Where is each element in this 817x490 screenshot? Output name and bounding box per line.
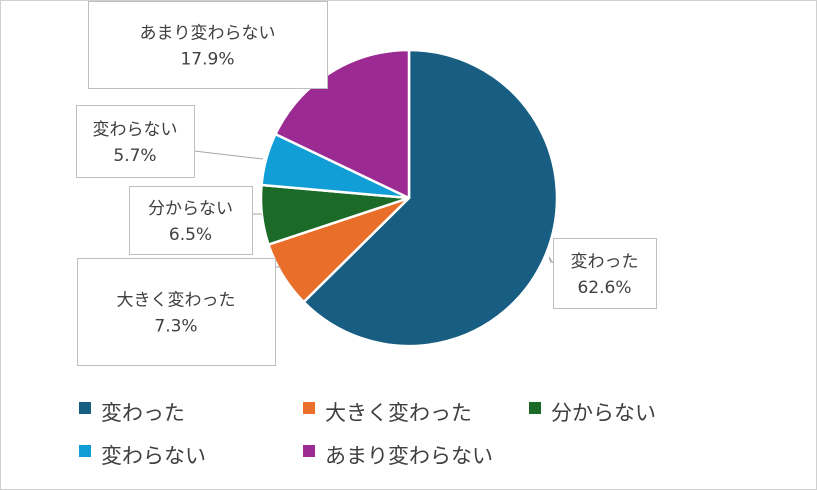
callout-box	[76, 105, 195, 178]
callout-percent-label: 62.6%	[577, 278, 631, 298]
legend-label: 大きく変わった	[325, 401, 472, 425]
callout-percent-label: 7.3%	[154, 317, 197, 337]
callout-box	[129, 186, 253, 255]
legend-swatch	[303, 445, 315, 457]
data-callouts: 変わった 62.6% 大きく変わった 7.3% 分からない 6.5% 変わらない 5.7% あま…	[76, 1, 657, 366]
pie-slices	[259, 48, 559, 348]
callout-percent-label: 17.9%	[180, 50, 234, 70]
callout-box	[553, 238, 657, 309]
callout-slice-4: 変わらない 5.7%	[76, 105, 195, 178]
leader-line-4	[193, 150, 264, 160]
callout-box	[88, 1, 328, 89]
legend-item-5: あまり変わらない	[303, 444, 493, 468]
legend-item-4: 変わらない	[79, 444, 206, 468]
callout-slice-1: 変わった 62.6%	[553, 238, 657, 309]
legend-item-1: 変わった	[79, 401, 185, 425]
pie-slice-5	[274, 48, 411, 200]
legend-swatch	[79, 402, 91, 414]
callout-box	[77, 258, 276, 366]
legend-swatch	[529, 402, 541, 414]
legend-item-3: 分からない	[529, 401, 656, 425]
callout-category-label: 分からない	[148, 199, 233, 219]
callout-slice-2: 大きく変わった 7.3%	[77, 258, 276, 366]
callout-slice-3: 分からない 6.5%	[129, 186, 253, 255]
callout-percent-label: 5.7%	[113, 146, 156, 166]
legend-swatch	[303, 402, 315, 414]
pie-slice-1	[302, 48, 559, 348]
callout-percent-label: 6.5%	[169, 225, 212, 245]
legend-label: 変わらない	[101, 444, 206, 468]
legend-label: 変わった	[101, 401, 185, 425]
leader-line-1	[548, 256, 554, 264]
callout-category-label: あまり変わらない	[140, 24, 276, 44]
legend-label: 分からない	[551, 401, 656, 425]
callout-slice-5: あまり変わらない 17.9%	[88, 1, 328, 89]
legend-label: あまり変わらない	[325, 444, 493, 468]
callout-category-label: 変わった	[571, 252, 639, 272]
legend-item-2: 大きく変わった	[303, 401, 472, 425]
callout-category-label: 大きく変わった	[117, 291, 236, 311]
callout-category-label: 変わらない	[93, 120, 178, 140]
legend-swatch	[79, 445, 91, 457]
